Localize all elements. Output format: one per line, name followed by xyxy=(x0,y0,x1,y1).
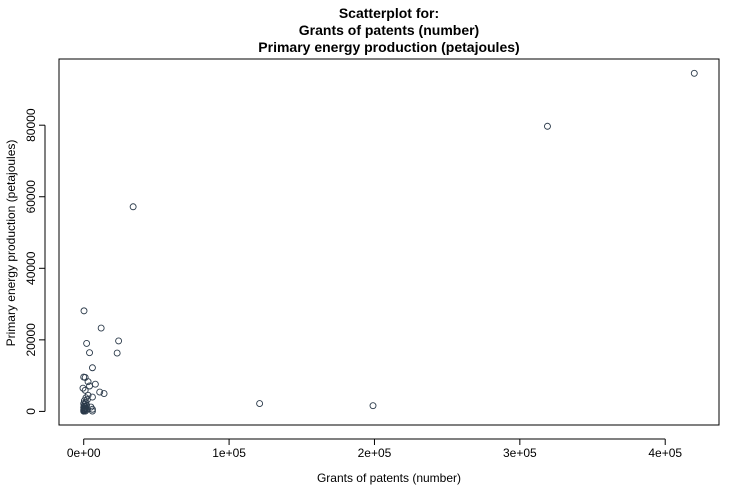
chart-title-line: Primary energy production (petajoules) xyxy=(258,39,519,55)
plot-frame xyxy=(58,58,720,426)
x-axis-label: Grants of patents (number) xyxy=(317,471,461,485)
data-point xyxy=(97,324,105,332)
data-point xyxy=(115,337,123,345)
data-point xyxy=(88,364,96,372)
data-point xyxy=(369,402,377,410)
y-tick-label: 40000 xyxy=(24,251,38,285)
data-points xyxy=(79,69,698,415)
data-point xyxy=(86,382,93,390)
x-tick-label: 4e+05 xyxy=(648,446,682,460)
data-point xyxy=(86,349,93,357)
data-point xyxy=(83,339,91,347)
data-point xyxy=(256,400,264,407)
data-point xyxy=(129,203,137,211)
y-axis: 0 20000 40000 60000 80000 xyxy=(24,108,46,415)
y-tick-label: 60000 xyxy=(24,180,38,214)
data-point xyxy=(88,405,96,413)
chart-title-line: Scatterplot for: xyxy=(339,5,439,21)
x-tick-label: 1e+05 xyxy=(212,446,246,460)
chart-title-line: Grants of patents (number) xyxy=(299,22,479,38)
data-point xyxy=(80,307,88,315)
x-tick-label: 2e+05 xyxy=(358,446,392,460)
data-point xyxy=(80,407,88,415)
data-point xyxy=(84,378,92,386)
data-point xyxy=(79,384,87,392)
x-axis: 0e+00 1e+05 2e+05 3e+05 4e+05 xyxy=(67,438,682,460)
data-point xyxy=(544,122,551,130)
data-point xyxy=(87,403,95,411)
data-point xyxy=(88,407,96,415)
y-axis-label: Primary energy production (petajoules) xyxy=(4,140,18,347)
y-tick-label: 80000 xyxy=(24,108,38,142)
data-point xyxy=(81,386,89,394)
data-point xyxy=(113,349,121,357)
y-tick-label: 20000 xyxy=(24,323,38,357)
chart-title: Scatterplot for:Grants of patents (numbe… xyxy=(258,5,519,55)
y-tick-label: 0 xyxy=(24,408,38,415)
x-tick-label: 0e+00 xyxy=(67,446,101,460)
data-point xyxy=(96,388,104,396)
data-point xyxy=(690,69,698,77)
data-point xyxy=(100,390,108,397)
x-tick-label: 3e+05 xyxy=(503,446,537,460)
data-point xyxy=(91,380,99,388)
